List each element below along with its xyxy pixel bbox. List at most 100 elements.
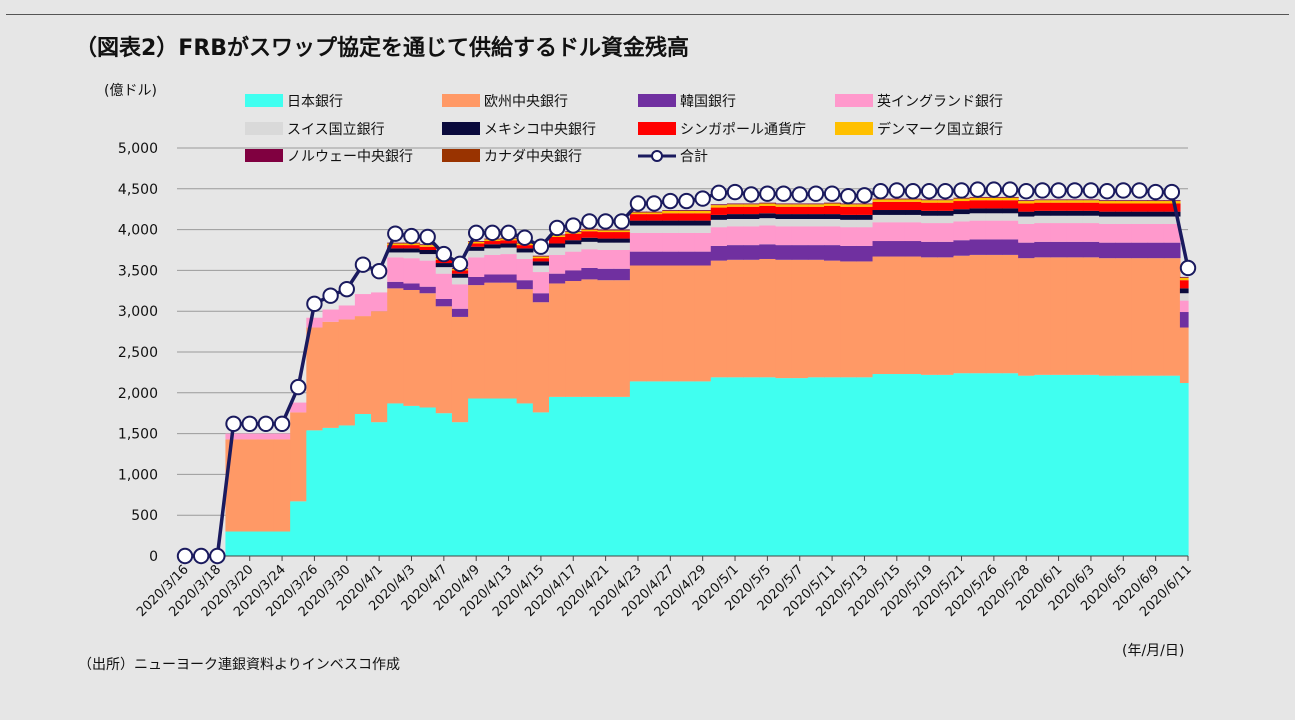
bar-segment — [1099, 242, 1116, 259]
bar-segment — [468, 246, 485, 251]
bar-segment — [856, 206, 874, 215]
bar-segment — [1179, 277, 1189, 281]
y-tick-label: 4,000 — [118, 223, 158, 239]
bar-segment — [937, 241, 955, 258]
bar-segment — [1001, 200, 1019, 209]
bar-segment — [1099, 223, 1116, 243]
legend-label: メキシコ中央銀行 — [484, 122, 596, 138]
bar-segment — [548, 396, 566, 556]
bar-segment — [710, 377, 728, 556]
bar-segment — [1163, 211, 1181, 217]
bar-segment — [1050, 223, 1068, 242]
bar-segment — [678, 232, 696, 252]
bar-segment — [1131, 375, 1149, 556]
bar-segment — [241, 531, 259, 556]
bar-segment — [904, 210, 922, 215]
bar-segment — [451, 277, 469, 285]
legend-label: デンマーク国立銀行 — [877, 121, 1003, 138]
bar-segment — [888, 201, 906, 211]
total-point — [1179, 259, 1197, 277]
total-point — [840, 187, 857, 205]
bar-segment — [403, 252, 421, 259]
bar-segment — [451, 273, 469, 278]
total-point — [419, 228, 436, 246]
bar-segment — [1066, 215, 1084, 224]
bar-segment — [807, 204, 825, 207]
bar-segment — [953, 255, 971, 374]
total-point — [678, 192, 695, 210]
total-point — [516, 229, 533, 246]
bar-segment — [354, 316, 372, 415]
bar-segment — [694, 210, 712, 214]
bar-segment — [921, 241, 938, 258]
total-point — [645, 195, 663, 212]
total-point — [856, 187, 873, 204]
bar-segment — [273, 439, 291, 532]
total-point — [225, 415, 242, 433]
bar-segment — [969, 239, 987, 255]
bar-segment — [565, 244, 582, 252]
top-rule — [6, 14, 1289, 15]
bar-segment — [824, 202, 841, 204]
bar-segment — [775, 259, 793, 379]
bar-segment — [840, 245, 857, 262]
bar-segment — [937, 257, 955, 375]
bar-segment — [856, 377, 874, 556]
bar-segment — [257, 433, 275, 440]
bar-segment — [468, 276, 485, 286]
bar-segment — [759, 258, 777, 378]
bar-segment — [710, 204, 728, 206]
bar-segment — [678, 213, 696, 221]
bar-segment — [290, 501, 307, 556]
bar-segment — [824, 214, 841, 219]
total-point — [1050, 182, 1067, 199]
bar-segment — [516, 252, 534, 259]
bar-segment — [1034, 199, 1052, 201]
bar-segment — [775, 203, 793, 205]
bar-segment — [1147, 201, 1165, 204]
bar-segment — [759, 244, 777, 259]
bar-segment — [532, 258, 550, 262]
total-point — [451, 255, 469, 273]
bar-segment — [629, 214, 647, 221]
bar-segment — [694, 213, 712, 221]
axes: 2020/3/162020/3/182020/3/202020/3/242020… — [134, 555, 1195, 620]
bar-segment — [257, 531, 275, 556]
bar-segment — [840, 227, 857, 246]
bar-segment — [759, 225, 777, 245]
bar-segment — [338, 425, 356, 556]
bar-segment — [824, 203, 841, 206]
bar-segment — [662, 265, 680, 382]
bar-segment — [548, 283, 566, 397]
bar-segment — [807, 203, 825, 205]
total-point — [403, 227, 420, 245]
total-point — [662, 192, 679, 210]
bar-segment — [403, 245, 421, 249]
total-point — [1066, 182, 1083, 199]
bar-segment — [629, 232, 647, 252]
bar-segment — [613, 280, 631, 397]
total-point — [1018, 183, 1035, 200]
bar-segment — [888, 199, 906, 202]
bar-segment — [953, 201, 971, 210]
bar-segment — [969, 254, 987, 374]
bar-segment — [597, 229, 615, 231]
bar-segment — [581, 249, 599, 268]
bar-segment — [387, 281, 404, 289]
bar-segment — [856, 245, 874, 262]
bar-segment — [662, 225, 680, 233]
bar-segment — [678, 381, 696, 556]
bar-segment — [565, 240, 582, 245]
bar-segment — [1018, 216, 1035, 224]
bar-segment — [322, 321, 340, 428]
bar-segment — [791, 203, 809, 205]
bar-segment — [807, 206, 825, 215]
total-point — [1098, 183, 1116, 200]
total-point — [710, 184, 728, 202]
bar-segment — [1115, 223, 1132, 243]
y-tick-label: 3,000 — [118, 304, 158, 320]
bar-segment — [1179, 312, 1189, 328]
bar-segment — [565, 281, 582, 397]
bar-segment — [387, 243, 404, 246]
